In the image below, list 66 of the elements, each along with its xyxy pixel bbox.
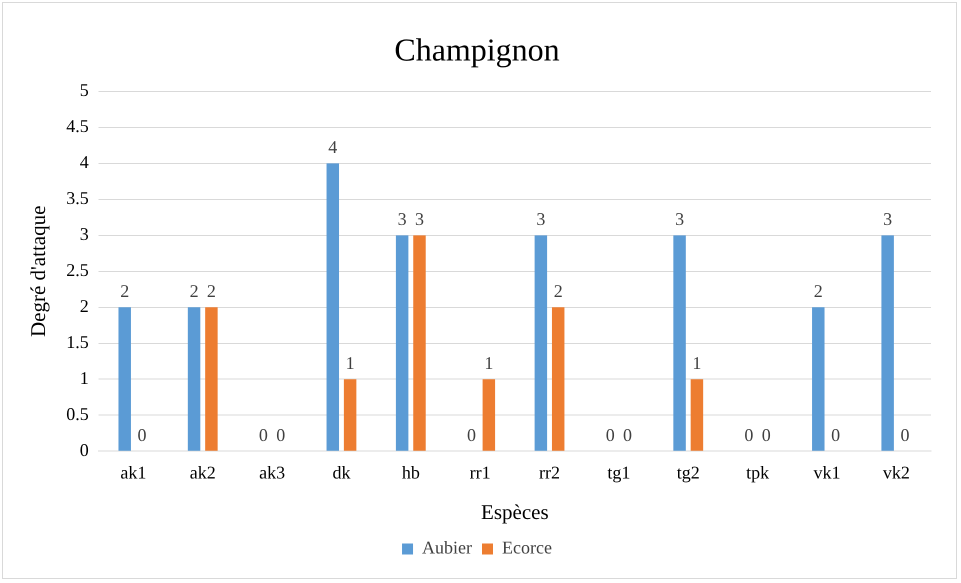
- data-label: 3: [414, 209, 424, 230]
- data-label: 0: [762, 424, 771, 445]
- y-tick-label: 0: [80, 440, 89, 460]
- data-label: 0: [623, 424, 632, 445]
- data-label: 2: [554, 281, 563, 302]
- y-tick-label: 2.5: [66, 260, 89, 280]
- y-tick-label: 2: [80, 296, 89, 316]
- bar: [118, 307, 131, 451]
- x-tick-label: rr2: [539, 462, 560, 483]
- data-label: 0: [276, 424, 286, 445]
- data-label: 0: [831, 424, 840, 445]
- y-tick-label: 4: [80, 152, 89, 172]
- x-axis-title: Espèces: [481, 500, 549, 524]
- data-label: 0: [467, 424, 476, 445]
- y-tick-label: 1.5: [66, 332, 89, 352]
- data-label: 3: [675, 209, 684, 230]
- data-label: 3: [398, 209, 407, 230]
- x-tick-label: dk: [332, 462, 350, 483]
- bar: [881, 235, 894, 451]
- x-tick-label: vk2: [882, 462, 910, 483]
- data-label: 0: [606, 424, 615, 445]
- data-label: 0: [744, 424, 754, 445]
- data-label: 0: [900, 424, 910, 445]
- x-tick-label: ak3: [259, 462, 286, 483]
- data-label: 1: [346, 352, 355, 373]
- y-tick-label: 4.5: [66, 116, 89, 136]
- data-label: 2: [206, 281, 216, 302]
- data-label: 3: [883, 209, 892, 230]
- bar: [413, 235, 426, 451]
- legend-label: Ecorce: [502, 538, 552, 558]
- bar: [188, 307, 200, 451]
- legend-label: Aubier: [422, 538, 472, 558]
- x-tick-label: ak1: [120, 462, 146, 483]
- x-tick-label: tg1: [607, 462, 630, 483]
- data-label: 4: [328, 137, 338, 158]
- y-tick-label: 5: [80, 80, 89, 100]
- data-label: 1: [692, 352, 702, 373]
- x-tick-label: tg2: [676, 462, 700, 483]
- x-tick-label: ak2: [190, 462, 216, 483]
- bar: [344, 379, 356, 451]
- bar: [812, 307, 825, 451]
- bar: [552, 307, 564, 451]
- y-tick-label: 3.5: [66, 188, 89, 208]
- bar: [396, 235, 408, 451]
- y-tick-label: 0.5: [66, 404, 89, 424]
- chart-title: Champignon: [394, 32, 560, 68]
- y-axis-title: Degré d'attaque: [26, 206, 50, 338]
- data-label: 2: [814, 281, 823, 302]
- x-tick-label: hb: [402, 462, 420, 483]
- y-tick-label: 3: [80, 224, 89, 244]
- data-label: 0: [138, 424, 147, 445]
- data-label: 3: [536, 209, 546, 230]
- x-tick-label: vk1: [813, 462, 840, 483]
- bar: [534, 235, 548, 451]
- bar: [326, 163, 340, 451]
- bar: [673, 235, 686, 451]
- bar: [690, 379, 704, 451]
- bar: [482, 379, 496, 451]
- x-tick-label: rr1: [470, 462, 491, 483]
- data-label: 2: [190, 281, 199, 302]
- x-tick-label: tpk: [746, 462, 770, 483]
- data-label: 2: [120, 281, 130, 302]
- bar: [205, 307, 218, 451]
- data-label: 1: [484, 352, 494, 373]
- y-tick-label: 1: [80, 368, 89, 388]
- data-label: 0: [258, 424, 268, 445]
